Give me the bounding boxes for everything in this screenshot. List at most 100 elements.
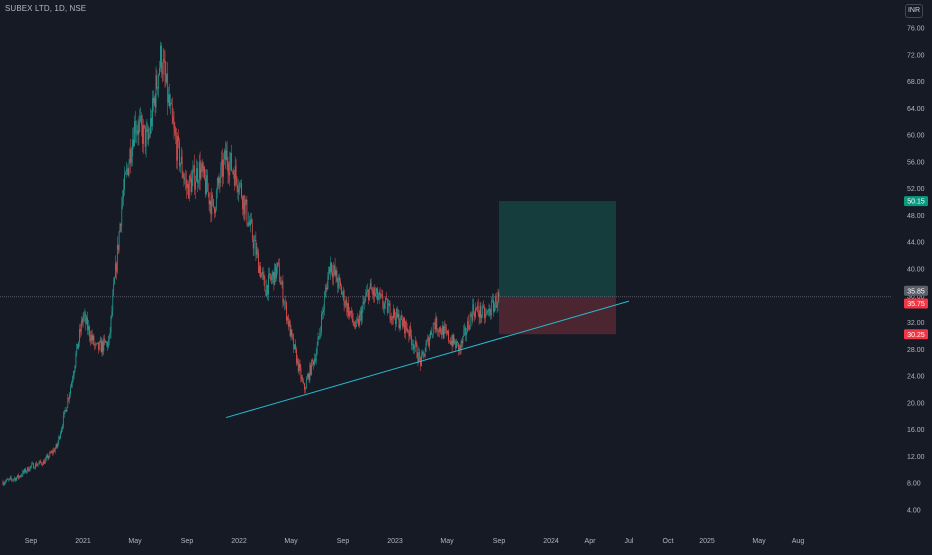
candle-body-512 bbox=[463, 330, 465, 337]
candle-body-346 bbox=[314, 358, 315, 365]
candle-body-406 bbox=[368, 290, 369, 301]
candle-body-499 bbox=[451, 340, 453, 347]
candle-body-347 bbox=[314, 358, 316, 361]
candle-body-181 bbox=[165, 75, 167, 83]
candle-body-106 bbox=[98, 342, 99, 350]
candle-body-503 bbox=[455, 341, 457, 349]
candle-body-424 bbox=[384, 303, 385, 309]
candle-body-245 bbox=[223, 159, 224, 177]
candle-body-259 bbox=[235, 165, 237, 178]
x-tick-label-11: Apr bbox=[585, 538, 597, 545]
x-tick-label-2: May bbox=[128, 538, 142, 545]
candle-body-109 bbox=[100, 340, 102, 353]
candle-body-229 bbox=[208, 192, 210, 205]
candle-body-525 bbox=[475, 308, 476, 318]
candle-body-422 bbox=[382, 295, 384, 306]
candle-body-221 bbox=[201, 163, 203, 169]
candle-body-131 bbox=[120, 224, 122, 226]
candle-body-436 bbox=[395, 317, 396, 324]
candle-body-180 bbox=[164, 60, 166, 76]
candle-body-335 bbox=[304, 383, 305, 390]
candle-body-320 bbox=[290, 329, 292, 337]
candle-body-471 bbox=[426, 340, 428, 345]
candle-body-162 bbox=[148, 135, 150, 140]
candle-body-308 bbox=[279, 281, 281, 285]
candle-body-498 bbox=[450, 340, 452, 345]
candle-body-83 bbox=[77, 343, 79, 349]
candle-body-253 bbox=[230, 152, 232, 162]
candle-body-305 bbox=[277, 262, 278, 268]
candle-body-321 bbox=[291, 329, 293, 335]
target-price-badge-bg bbox=[904, 196, 928, 207]
candle-body-156 bbox=[143, 124, 144, 144]
y-tick-label-2: 12.00 bbox=[907, 454, 925, 461]
candle-body-549 bbox=[496, 304, 498, 308]
candle-body-418 bbox=[378, 292, 380, 298]
candle-body-538 bbox=[486, 311, 488, 313]
candle-body-532 bbox=[481, 315, 483, 318]
candle-body-261 bbox=[237, 187, 239, 193]
candle-body-533 bbox=[482, 305, 484, 316]
candle-body-39 bbox=[37, 463, 39, 465]
candle-body-306 bbox=[278, 262, 279, 264]
candle-body-323 bbox=[293, 337, 295, 350]
candle-body-163 bbox=[149, 134, 151, 136]
candle-body-85 bbox=[79, 329, 80, 343]
candle-body-186 bbox=[170, 102, 171, 107]
candle-body-540 bbox=[488, 309, 490, 310]
candle-body-114 bbox=[105, 340, 106, 343]
candle-body-409 bbox=[370, 283, 372, 290]
candle-body-70 bbox=[65, 409, 67, 412]
candle-body-34 bbox=[33, 463, 34, 469]
candle-body-95 bbox=[88, 326, 89, 331]
candle-body-112 bbox=[103, 338, 105, 352]
candle-body-250 bbox=[227, 163, 229, 173]
candle-body-214 bbox=[195, 181, 196, 190]
candle-body-537 bbox=[485, 312, 487, 314]
candle-body-139 bbox=[127, 168, 129, 176]
candle-body-429 bbox=[388, 303, 390, 306]
candle-body-357 bbox=[323, 296, 325, 310]
candle-body-520 bbox=[470, 314, 472, 315]
y-tick-label-6: 28.00 bbox=[907, 347, 925, 354]
candle-body-13 bbox=[14, 477, 16, 480]
candle-body-242 bbox=[220, 166, 222, 183]
candle-body-60 bbox=[56, 444, 58, 447]
candle-body-385 bbox=[349, 310, 350, 317]
candle-body-479 bbox=[433, 323, 435, 324]
candle-body-195 bbox=[178, 135, 179, 141]
candle-body-211 bbox=[192, 170, 194, 178]
candle-body-88 bbox=[81, 320, 83, 323]
currency-button[interactable]: INR bbox=[905, 4, 923, 18]
candle-body-340 bbox=[308, 373, 310, 381]
candle-body-339 bbox=[307, 373, 309, 378]
candle-body-203 bbox=[185, 179, 187, 181]
candle-body-51 bbox=[48, 456, 50, 459]
candle-body-426 bbox=[386, 297, 387, 299]
candle-body-133 bbox=[122, 197, 124, 206]
candle-body-419 bbox=[379, 292, 381, 296]
y-tick-label-1: 8.00 bbox=[907, 481, 921, 488]
candle-body-513 bbox=[464, 327, 466, 331]
candle-body-386 bbox=[350, 310, 351, 314]
y-tick-label-17: 72.00 bbox=[907, 52, 925, 59]
candle-body-447 bbox=[404, 321, 406, 334]
candle-body-140 bbox=[128, 163, 130, 176]
candle-body-516 bbox=[467, 321, 468, 333]
candle-body-438 bbox=[396, 308, 398, 317]
candle-body-543 bbox=[491, 300, 493, 315]
candle-body-205 bbox=[187, 183, 188, 189]
candle-body-125 bbox=[115, 263, 116, 278]
y-tick-label-7: 32.00 bbox=[907, 320, 925, 327]
candle-body-446 bbox=[404, 317, 405, 334]
candle-body-268 bbox=[243, 195, 245, 215]
candle-body-32 bbox=[31, 463, 33, 466]
candle-body-491 bbox=[444, 326, 446, 328]
candle-body-345 bbox=[313, 360, 314, 365]
candle-body-420 bbox=[380, 294, 382, 296]
candle-body-5 bbox=[7, 479, 8, 480]
candle-body-50 bbox=[47, 455, 49, 459]
candle-body-412 bbox=[373, 288, 375, 296]
